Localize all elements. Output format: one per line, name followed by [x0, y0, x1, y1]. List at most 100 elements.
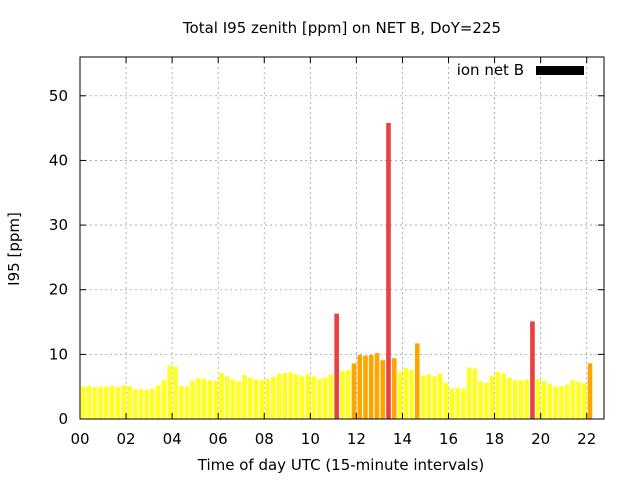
y-tick-label: 0 — [58, 410, 68, 428]
bar — [271, 376, 276, 419]
bar — [196, 378, 201, 419]
bar — [374, 353, 380, 419]
bar — [81, 386, 86, 419]
x-tick-label: 22 — [577, 430, 596, 448]
bars — [81, 122, 593, 419]
bar — [512, 380, 518, 419]
bar — [259, 380, 265, 419]
bar — [461, 388, 466, 419]
x-tick-label: 02 — [117, 430, 136, 448]
bar — [420, 375, 426, 419]
x-tick-label: 14 — [393, 430, 412, 448]
bar — [547, 383, 553, 419]
bar — [276, 373, 282, 419]
x-tick-label: 08 — [255, 430, 274, 448]
bar — [558, 386, 564, 419]
bar — [173, 366, 178, 419]
bar — [414, 343, 420, 419]
bar — [288, 372, 293, 419]
bar — [109, 386, 115, 419]
bar — [530, 321, 535, 419]
y-tick-label: 20 — [49, 281, 68, 299]
bar — [587, 363, 593, 419]
bar — [409, 369, 414, 419]
bar — [299, 376, 305, 419]
bar — [224, 376, 230, 419]
x-axis-label: Time of day UTC (15-minute intervals) — [197, 456, 484, 474]
bar — [317, 378, 322, 419]
bar — [432, 376, 437, 419]
bar — [449, 388, 455, 419]
bar — [144, 389, 149, 419]
y-tick-label: 30 — [49, 216, 68, 234]
bar — [282, 373, 288, 419]
y-tick-label: 10 — [49, 345, 68, 363]
bar — [265, 378, 270, 419]
bar — [553, 386, 558, 419]
bar — [190, 380, 196, 419]
bar — [581, 383, 587, 419]
bar — [564, 384, 570, 419]
y-tick-label: 40 — [49, 151, 68, 169]
x-tick-label: 12 — [347, 430, 366, 448]
bar — [334, 313, 339, 419]
bar — [438, 373, 443, 419]
bar — [380, 360, 386, 419]
x-tick-label: 10 — [301, 430, 320, 448]
bar — [86, 386, 92, 419]
bar — [242, 375, 247, 419]
bar — [524, 379, 529, 419]
bar — [345, 369, 351, 419]
bar — [213, 380, 219, 419]
bar — [305, 374, 311, 419]
bar — [230, 379, 236, 419]
bar — [443, 382, 449, 419]
bar — [507, 377, 512, 419]
bar — [501, 373, 506, 419]
bar — [253, 379, 259, 419]
bar — [397, 371, 403, 419]
bar — [247, 377, 253, 419]
bar — [495, 371, 501, 419]
bar — [138, 389, 144, 419]
y-tick-label: 50 — [49, 87, 68, 105]
bar — [455, 387, 460, 419]
bar — [98, 386, 103, 419]
legend-label: ion net B — [457, 61, 524, 79]
bar — [104, 386, 109, 419]
bar — [132, 389, 138, 419]
x-tick-label: 00 — [70, 430, 89, 448]
chart-title: Total I95 zenith [ppm] on NET B, DoY=225 — [182, 19, 501, 37]
bar — [570, 380, 576, 419]
bar — [207, 380, 213, 419]
bar — [391, 358, 397, 419]
x-tick-label: 20 — [531, 430, 550, 448]
bar — [150, 388, 155, 419]
bar — [236, 381, 242, 419]
bar — [155, 385, 161, 419]
x-tick-label: 18 — [485, 430, 504, 448]
bar — [351, 363, 357, 419]
bar — [161, 380, 167, 419]
bar — [535, 378, 541, 419]
bar — [219, 373, 224, 419]
bar — [201, 378, 207, 419]
bar — [92, 387, 98, 419]
bar — [127, 386, 132, 419]
x-tick-label: 16 — [439, 430, 458, 448]
bar — [576, 381, 581, 419]
bar — [368, 355, 374, 419]
bar — [357, 355, 363, 419]
legend: ion net B — [457, 61, 584, 79]
x-tick-label: 06 — [209, 430, 228, 448]
bar — [426, 374, 432, 419]
bar — [484, 382, 489, 419]
bar — [340, 371, 345, 419]
legend-swatch — [536, 66, 584, 75]
axis-ticks: 0 10 20 30 40 50 00 02 04 06 08 10 12 14 16 18 20 22 — [49, 57, 604, 448]
bar — [311, 376, 316, 419]
bar — [386, 122, 391, 419]
bar — [489, 375, 495, 419]
